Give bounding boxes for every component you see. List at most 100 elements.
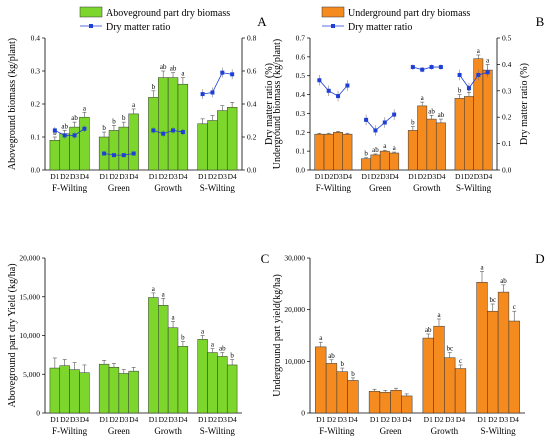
- p3-xtick-label: D4: [348, 415, 357, 424]
- p0-xtick-label: D4: [228, 172, 237, 181]
- p1-bar: [454, 98, 465, 171]
- p3-bar: [422, 337, 434, 414]
- p0-ratio-point: [62, 133, 67, 138]
- p0-xtick-label: D1: [198, 172, 207, 181]
- p1-bar: [417, 105, 428, 171]
- p2-sig-letter: ab: [219, 345, 226, 353]
- p0-sig-letter: b: [122, 114, 126, 122]
- p1-ytick-label: 0.6: [296, 52, 306, 61]
- p1-sig-letter: ab: [438, 111, 445, 119]
- p0-sig-letter: a: [83, 104, 87, 112]
- p1-xtick-label: D1: [455, 172, 464, 181]
- p3-xtick-label: D1: [316, 415, 325, 424]
- p0-ratio-point: [210, 90, 215, 95]
- p2-sig-letter: a: [152, 285, 156, 293]
- p1-bar: [379, 150, 390, 171]
- p3-ytick-label: 30,000: [284, 254, 305, 263]
- p2-bar: [207, 352, 218, 414]
- p0-sig-letter: ab: [61, 122, 68, 130]
- p1-ratio-point: [476, 72, 481, 77]
- p1-xtick-label: D4: [483, 172, 492, 181]
- p2-ytick-label: 0: [36, 409, 40, 418]
- p2-ytick-label: 10,000: [19, 331, 40, 340]
- p2-group-label: S-Wilting: [200, 426, 236, 436]
- p1-ytick-label: 0.4: [296, 90, 306, 99]
- p1-sig-letter: a: [477, 47, 481, 55]
- p0-ratio-point: [52, 128, 57, 133]
- p0-panel-label: A: [257, 14, 267, 29]
- p1-xtick-label: D2: [371, 172, 380, 181]
- p0-sig-letter: b: [102, 124, 106, 132]
- p0-bar: [49, 140, 61, 171]
- p2-sig-letter: a: [201, 328, 205, 336]
- p2-panel-label: C: [261, 251, 270, 266]
- p0-ratio-point: [72, 133, 77, 138]
- p1-sig-letter: b: [364, 150, 368, 158]
- p0-ratio-line: [202, 72, 233, 95]
- p0-xtick-label: D1: [50, 172, 59, 181]
- p2-group-label: F-Wilting: [52, 426, 88, 436]
- p0-bar: [158, 77, 169, 171]
- p3-group-label: Growth: [431, 426, 459, 436]
- p3-xtick-label: D3: [445, 415, 454, 424]
- p1-y2tick-label: 0.2: [502, 113, 512, 122]
- p1-ratio-line: [319, 79, 348, 97]
- p0-ratio-point: [220, 70, 225, 75]
- p0-ytick-label: 0.3: [31, 67, 41, 76]
- p0-xtick-label: D4: [178, 172, 187, 181]
- p3-sig-letter: a: [437, 311, 441, 319]
- p0-y2tick-label: 0.8: [247, 34, 257, 43]
- p2-xtick-label: D2: [109, 415, 118, 424]
- p3-xtick-label: D3: [391, 415, 400, 424]
- p3-xtick-label: D2: [381, 415, 390, 424]
- p1-ratio-point: [466, 86, 471, 91]
- p0-y2tick-label: 0.2: [247, 133, 257, 142]
- p1-bar: [323, 133, 334, 171]
- p2-xtick-label: D2: [159, 415, 168, 424]
- p3-xtick-label: D2: [434, 415, 443, 424]
- p0-sig-letter: b: [112, 117, 116, 125]
- p0-group-label: F-Wilting: [52, 183, 88, 193]
- p1-legend-bar-label: Underground part dry biomass: [348, 8, 470, 19]
- p0-legend-bar-swatch: [79, 6, 103, 18]
- p1-ytick-label: 0.2: [296, 128, 306, 137]
- p3-bar: [476, 282, 488, 414]
- p1-bar: [482, 69, 493, 171]
- p0-xtick-label: D3: [70, 172, 79, 181]
- p1-y2tick-label: 0.3: [502, 86, 512, 95]
- p1-group-label: S-Wilting: [456, 183, 492, 193]
- p1-y2tick-label: 0.4: [502, 60, 512, 69]
- p2-sig-letter: a: [171, 314, 175, 322]
- p1-group-label: F-Wilting: [316, 183, 352, 193]
- p2-xtick-label: D3: [119, 415, 128, 424]
- p1-ratio-point: [457, 72, 462, 77]
- p1-bar: [314, 133, 325, 171]
- p0-legend-line-label: Dry matter ratio: [106, 22, 170, 33]
- p1-sig-letter: b: [411, 119, 415, 127]
- p0-group-label: Growth: [154, 183, 182, 193]
- p2-bar: [118, 373, 129, 414]
- p3-xtick-label: D2: [488, 415, 497, 424]
- p0-xtick-label: D3: [218, 172, 227, 181]
- p1-xtick-label: D4: [343, 172, 352, 181]
- p2-bar: [59, 365, 70, 414]
- p3-group-label: Green: [380, 426, 402, 436]
- p0-ratio-point: [151, 128, 156, 133]
- p1-xtick-label: D2: [324, 172, 333, 181]
- p2-xtick-label: D3: [218, 415, 227, 424]
- p1-xtick-label: D1: [315, 172, 324, 181]
- p0-sig-letter: ab: [170, 65, 177, 73]
- p1-ratio-point: [429, 65, 434, 70]
- p3-group-label: S-Wilting: [481, 426, 517, 436]
- p3-bar: [368, 391, 381, 414]
- p2-ytick-label: 15,000: [19, 292, 40, 301]
- p2-xtick-label: D4: [178, 415, 187, 424]
- p1-bar: [407, 130, 418, 171]
- p1-xtick-label: D4: [436, 172, 445, 181]
- p1-legend-line-label: Dry matter ratio: [348, 22, 412, 33]
- p2-ytick-label: 20,000: [19, 254, 40, 263]
- p1-sig-letter: a: [393, 144, 397, 152]
- p0-y2tick-label: 0.4: [247, 100, 257, 109]
- p0-xtick-label: D4: [80, 172, 89, 181]
